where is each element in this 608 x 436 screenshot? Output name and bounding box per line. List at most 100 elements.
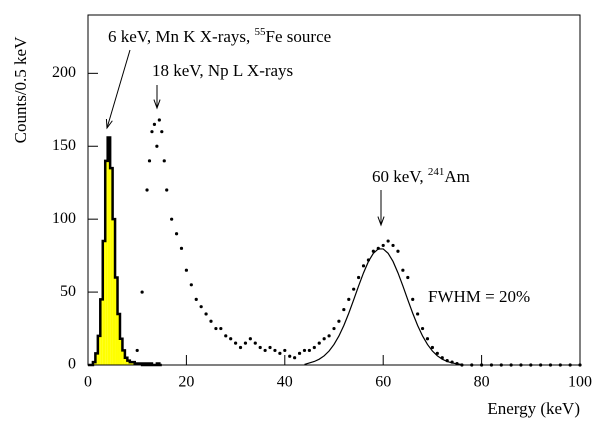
data-point bbox=[361, 264, 366, 268]
annotation: 6 keV, Mn K X-rays, 55Fe source bbox=[108, 26, 331, 46]
y-tick-label: 0 bbox=[68, 356, 76, 373]
data-point bbox=[401, 268, 405, 272]
data-point bbox=[243, 341, 248, 345]
data-point bbox=[322, 337, 326, 341]
data-point bbox=[332, 326, 336, 331]
x-tick-label: 80 bbox=[474, 374, 490, 391]
annotation-sup: 55 bbox=[255, 26, 267, 38]
data-point bbox=[224, 334, 228, 338]
data-point bbox=[238, 345, 243, 350]
annotation-text: Fe source bbox=[266, 27, 332, 46]
y-tick-label: 200 bbox=[52, 64, 76, 81]
data-point bbox=[312, 345, 316, 350]
data-point bbox=[317, 341, 321, 345]
arrow-head bbox=[153, 99, 161, 110]
data-point bbox=[381, 243, 385, 248]
y-tick-label: 150 bbox=[52, 137, 76, 154]
data-point bbox=[425, 337, 430, 341]
data-point bbox=[411, 297, 415, 301]
data-point bbox=[302, 348, 307, 353]
data-point bbox=[214, 326, 218, 331]
data-point bbox=[234, 341, 238, 345]
data-point bbox=[416, 312, 420, 316]
data-point bbox=[347, 297, 351, 301]
data-point bbox=[288, 354, 292, 358]
histogram-bar bbox=[115, 277, 118, 365]
data-point bbox=[430, 345, 434, 350]
annotation-text: 18 keV, Np L X-rays bbox=[152, 61, 293, 80]
data-point bbox=[204, 312, 208, 316]
histogram-bar bbox=[110, 168, 113, 365]
histogram-bar bbox=[105, 160, 108, 365]
arrow-head bbox=[105, 118, 113, 130]
fit-curve bbox=[304, 248, 462, 366]
data-point bbox=[160, 130, 164, 134]
data-point bbox=[307, 348, 311, 353]
data-point bbox=[263, 348, 267, 353]
annotation-text: 6 keV, Mn K X-rays, bbox=[108, 27, 255, 46]
annotation-text: 60 keV, bbox=[372, 167, 428, 186]
annotation-text: FWHM = 20% bbox=[428, 287, 530, 306]
histogram-bar bbox=[102, 241, 106, 365]
y-tick-label: 100 bbox=[52, 210, 76, 227]
data-point bbox=[337, 319, 341, 323]
x-tick-label: 100 bbox=[568, 374, 592, 391]
data-point bbox=[273, 348, 277, 353]
annotation: 60 keV, 241Am bbox=[372, 166, 470, 186]
data-point bbox=[278, 351, 282, 355]
data-point bbox=[357, 275, 361, 280]
data-point bbox=[219, 326, 223, 331]
data-point bbox=[391, 243, 395, 248]
data-point bbox=[135, 348, 139, 353]
x-axis-label: Energy (keV) bbox=[487, 399, 580, 418]
data-point bbox=[352, 287, 356, 291]
plot-frame bbox=[87, 14, 581, 366]
data-point bbox=[258, 345, 262, 350]
data-point bbox=[293, 356, 297, 360]
annotation-sup: 241 bbox=[428, 166, 445, 178]
data-point bbox=[150, 130, 154, 134]
data-point bbox=[145, 188, 149, 192]
data-point bbox=[189, 283, 193, 287]
data-point bbox=[283, 348, 287, 353]
data-point bbox=[420, 326, 425, 331]
annotation-text: Am bbox=[444, 167, 470, 186]
data-point bbox=[155, 144, 159, 148]
histogram-bar bbox=[112, 219, 116, 365]
annotation: 18 keV, Np L X-rays bbox=[152, 61, 293, 80]
data-point bbox=[170, 217, 174, 221]
data-point bbox=[157, 118, 161, 122]
data-point bbox=[165, 188, 169, 192]
data-point bbox=[435, 351, 439, 355]
data-point bbox=[174, 232, 179, 236]
data-point bbox=[406, 275, 410, 280]
data-point bbox=[248, 337, 252, 341]
x-tick-label: 20 bbox=[178, 374, 194, 391]
data-point bbox=[229, 337, 233, 341]
data-point bbox=[396, 249, 400, 253]
data-point bbox=[199, 305, 203, 309]
data-point bbox=[147, 159, 152, 163]
x-tick-label: 0 bbox=[84, 374, 92, 391]
data-point bbox=[268, 345, 272, 350]
data-point bbox=[327, 334, 331, 338]
data-point bbox=[179, 246, 184, 250]
annotation: FWHM = 20% bbox=[428, 287, 530, 306]
data-point bbox=[386, 239, 390, 243]
histogram-bar bbox=[119, 338, 123, 365]
histogram-bar bbox=[107, 137, 111, 365]
data-point bbox=[297, 351, 302, 355]
data-point bbox=[184, 268, 188, 272]
data-point bbox=[253, 341, 257, 345]
data-point bbox=[152, 122, 157, 126]
data-point bbox=[209, 319, 213, 323]
arrow-head bbox=[377, 216, 385, 227]
x-tick-label: 40 bbox=[277, 374, 293, 391]
y-tick-label: 50 bbox=[60, 283, 76, 300]
data-point bbox=[342, 307, 346, 312]
x-tick-label: 60 bbox=[375, 374, 391, 391]
y-axis-label: Counts/0.5 keV bbox=[11, 36, 30, 143]
data-point bbox=[140, 290, 144, 294]
histogram-outline bbox=[88, 136, 162, 367]
